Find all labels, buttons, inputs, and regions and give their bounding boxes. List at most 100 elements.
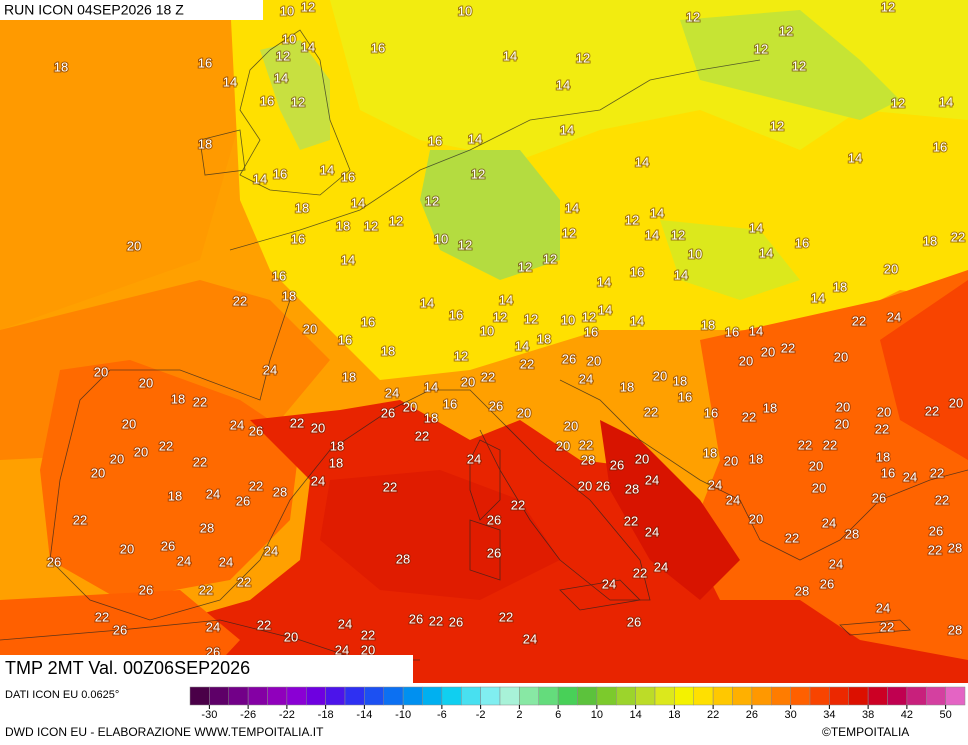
- temperature-label: 14: [848, 150, 862, 165]
- temperature-label: 12: [792, 58, 806, 73]
- temperature-label: 26: [929, 523, 943, 538]
- temperature-label: 20: [120, 541, 134, 556]
- temperature-label: 20: [587, 353, 601, 368]
- temperature-label: 22: [852, 313, 866, 328]
- temperature-label: 18: [295, 200, 309, 215]
- temperature-label: 22: [257, 617, 271, 632]
- temperature-label: 16: [933, 139, 947, 154]
- temperature-label: 22: [520, 356, 534, 371]
- temperature-label: 20: [303, 321, 317, 336]
- temperature-label: 26: [409, 611, 423, 626]
- temperature-label: 18: [336, 218, 350, 233]
- temperature-label: 12: [543, 251, 557, 266]
- temperature-label: 20: [110, 451, 124, 466]
- temperature-label: 28: [948, 622, 962, 637]
- temperature-label: 14: [515, 338, 529, 353]
- temperature-label: 26: [627, 614, 641, 629]
- legend-cell: [538, 686, 559, 706]
- temperature-label: 18: [876, 449, 890, 464]
- temperature-label: 14: [253, 171, 267, 186]
- temperature-label: 12: [524, 311, 538, 326]
- temperature-label: 16: [371, 40, 385, 55]
- temperature-label: 18: [701, 317, 715, 332]
- legend-tick-label: -6: [437, 709, 447, 721]
- run-box: [0, 0, 263, 20]
- temperature-label: 20: [761, 344, 775, 359]
- temperature-label: 26: [610, 457, 624, 472]
- temperature-label: 12: [562, 225, 576, 240]
- temperature-label: 16: [678, 389, 692, 404]
- temperature-label: 12: [686, 9, 700, 24]
- temperature-label: 22: [798, 437, 812, 452]
- temperature-label: 28: [948, 540, 962, 555]
- temperature-label: 12: [671, 227, 685, 242]
- temperature-label: 14: [565, 200, 579, 215]
- temperature-label: 22: [193, 394, 207, 409]
- temperature-label: 22: [415, 428, 429, 443]
- temperature-label: 16: [795, 235, 809, 250]
- legend-cell: [926, 686, 946, 706]
- temperature-label: 10: [280, 3, 294, 18]
- temperature-label: 12: [364, 218, 378, 233]
- temperature-label: 22: [193, 454, 207, 469]
- temperature-label: 12: [891, 95, 905, 110]
- temperature-label: 14: [598, 302, 612, 317]
- temperature-label: 16: [272, 268, 286, 283]
- temperature-label: 22: [880, 619, 894, 634]
- temperature-label: 22: [823, 437, 837, 452]
- temperature-label: 16: [273, 166, 287, 181]
- temperature-label: 26: [872, 490, 886, 505]
- legend-cell: [635, 686, 656, 706]
- legend-cell: [402, 686, 423, 706]
- temperature-label: 24: [177, 553, 191, 568]
- legend-cell: [887, 686, 908, 706]
- temperature-label: 20: [556, 438, 570, 453]
- temperature-label: 24: [903, 469, 917, 484]
- data-source: DATI ICON EU 0.0625°: [5, 689, 119, 701]
- temperature-label: 20: [134, 444, 148, 459]
- legend-tick-label: 2: [516, 709, 522, 721]
- temperature-label: 16: [291, 231, 305, 246]
- temperature-label: 16: [361, 314, 375, 329]
- temperature-label: 26: [236, 493, 250, 508]
- temperature-label: 24: [264, 543, 278, 558]
- temperature-label: 14: [597, 274, 611, 289]
- temperature-label: 22: [633, 565, 647, 580]
- temperature-label: 14: [351, 195, 365, 210]
- temperature-label: 20: [949, 395, 963, 410]
- temperature-label: 22: [361, 627, 375, 642]
- temperature-label: 20: [724, 453, 738, 468]
- temperature-label: 14: [301, 39, 315, 54]
- temperature-label: 12: [625, 212, 639, 227]
- legend-tick-label: -18: [318, 709, 334, 721]
- temperature-label: 18: [171, 391, 185, 406]
- temperature-label: 22: [875, 421, 889, 436]
- temperature-label: 14: [749, 220, 763, 235]
- temperature-label: 14: [645, 227, 659, 242]
- temperature-label: 26: [596, 478, 610, 493]
- legend-cell: [209, 686, 229, 706]
- legend-cell: [654, 686, 675, 706]
- temperature-label: 12: [454, 348, 468, 363]
- temperature-label: 18: [329, 455, 343, 470]
- temperature-label: 10: [561, 312, 575, 327]
- temperature-label: 18: [620, 379, 634, 394]
- credit: DWD ICON EU - ELABORAZIONE WWW.TEMPOITAL…: [5, 725, 324, 739]
- temperature-label: 28: [396, 551, 410, 566]
- legend-tick-label: -10: [395, 709, 411, 721]
- temperature-label: 18: [833, 279, 847, 294]
- temperature-label: 20: [127, 238, 141, 253]
- temperature-label: 26: [449, 614, 463, 629]
- temperature-label: 18: [282, 288, 296, 303]
- temperature-label: 20: [749, 511, 763, 526]
- temperature-label: 22: [233, 293, 247, 308]
- legend-cell: [228, 686, 249, 706]
- legend-cell: [945, 686, 966, 706]
- temperature-label: 24: [385, 385, 399, 400]
- temperature-label: 16: [704, 405, 718, 420]
- legend-tick-label: -26: [240, 709, 256, 721]
- legend-tick-label: -30: [201, 709, 217, 721]
- temperature-label: 12: [518, 259, 532, 274]
- temperature-label: 12: [770, 118, 784, 133]
